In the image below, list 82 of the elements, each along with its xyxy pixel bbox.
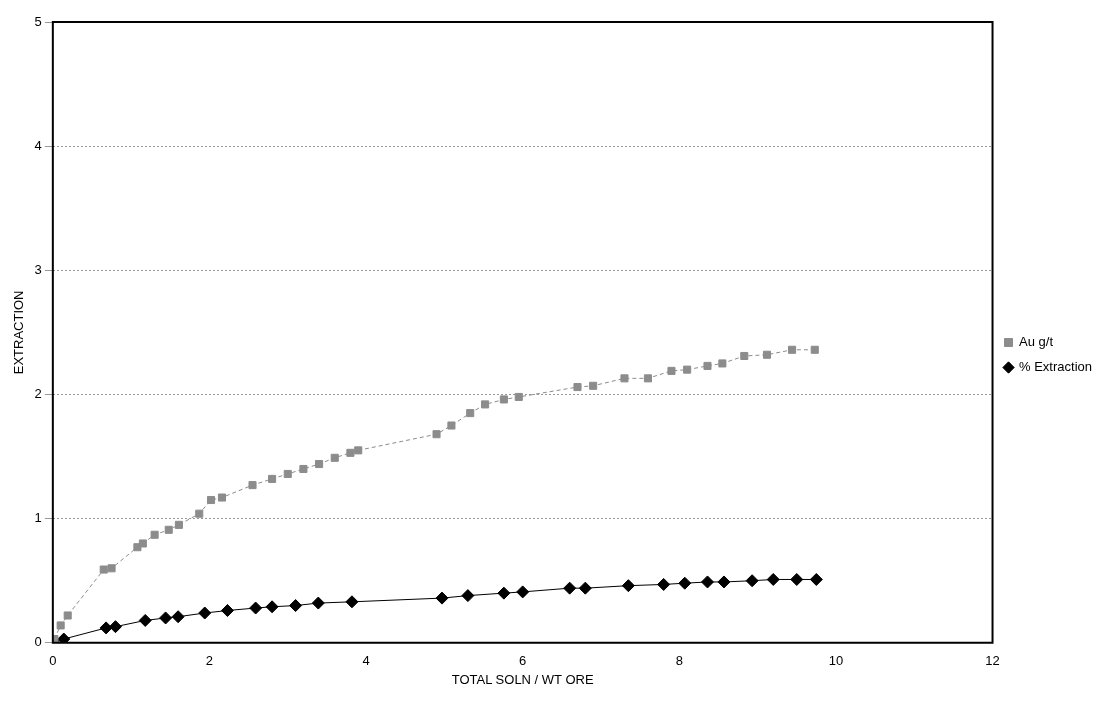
- point: [138, 539, 147, 548]
- point: [683, 365, 692, 374]
- point: [107, 564, 116, 573]
- point: [481, 400, 490, 409]
- point: [249, 601, 263, 615]
- y-tick-label: 2: [34, 386, 42, 402]
- point: [265, 600, 279, 614]
- point: [268, 474, 277, 483]
- x-tick-label: 0: [49, 653, 57, 669]
- point: [620, 374, 629, 383]
- point: [138, 613, 152, 627]
- x-tick-label: 10: [828, 653, 844, 669]
- point: [315, 459, 324, 469]
- point: [206, 495, 216, 505]
- point: [762, 350, 772, 359]
- point: [57, 632, 71, 643]
- point: [466, 409, 475, 418]
- point: [150, 530, 159, 539]
- point: [435, 591, 449, 605]
- legend-label: % Extraction: [1019, 359, 1093, 375]
- point: [171, 610, 185, 624]
- x-tick-label: 2: [205, 653, 214, 669]
- point: [346, 448, 355, 457]
- point: [220, 604, 234, 618]
- point: [621, 579, 635, 593]
- point: [788, 345, 797, 354]
- point: [499, 395, 508, 404]
- point: [159, 611, 173, 625]
- point: [740, 351, 749, 361]
- point: [345, 595, 359, 609]
- y-tick-label: 1: [34, 510, 42, 526]
- x-tick-label: 12: [985, 653, 1000, 669]
- x-tick-label: 6: [519, 653, 527, 669]
- point: [718, 359, 727, 368]
- y-tick-label: 4: [34, 137, 42, 153]
- point: [289, 599, 303, 613]
- point: [703, 361, 712, 370]
- point: [299, 464, 308, 474]
- point: [248, 481, 257, 490]
- point: [63, 611, 72, 620]
- point: [461, 589, 475, 603]
- point: [56, 621, 65, 630]
- point: [174, 520, 183, 529]
- point: [217, 493, 227, 502]
- y-axis-title: EXTRACTION: [11, 290, 27, 375]
- point: [745, 574, 759, 588]
- point: [99, 565, 108, 574]
- point: [311, 596, 325, 610]
- x-axis-title: TOTAL SOLN / WT ORE: [451, 671, 594, 687]
- point: [497, 586, 511, 600]
- point: [195, 509, 204, 518]
- point: [809, 572, 823, 586]
- legend-label: Au g/t: [1019, 334, 1054, 350]
- point: [283, 469, 292, 478]
- point: [589, 381, 598, 390]
- x-tick-label: 8: [675, 653, 683, 669]
- point: [514, 392, 523, 401]
- point: [717, 575, 731, 589]
- point: [516, 585, 530, 599]
- y-tick-label: 0: [34, 634, 42, 650]
- point: [330, 453, 339, 462]
- point: [99, 621, 113, 635]
- point: [766, 572, 780, 586]
- point: [810, 345, 819, 354]
- point: [447, 421, 456, 430]
- point: [657, 577, 671, 591]
- point: [198, 606, 212, 620]
- point: [573, 383, 582, 392]
- point: [643, 374, 653, 383]
- point: [578, 581, 592, 595]
- y-tick-label: 3: [34, 261, 42, 277]
- point: [354, 446, 363, 455]
- y-tick-label: 5: [34, 13, 42, 29]
- point: [700, 575, 714, 589]
- point: [108, 620, 122, 634]
- point: [563, 581, 577, 595]
- point: [678, 576, 692, 590]
- point: [432, 430, 441, 439]
- point: [790, 572, 804, 586]
- point: [667, 366, 676, 375]
- point: [164, 525, 173, 534]
- x-tick-label: 4: [362, 653, 370, 669]
